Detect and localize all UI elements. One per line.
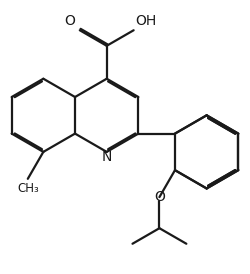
Text: CH₃: CH₃: [17, 182, 39, 195]
Text: O: O: [64, 15, 76, 28]
Text: OH: OH: [136, 15, 157, 28]
Text: N: N: [102, 150, 112, 164]
Text: O: O: [154, 190, 165, 204]
